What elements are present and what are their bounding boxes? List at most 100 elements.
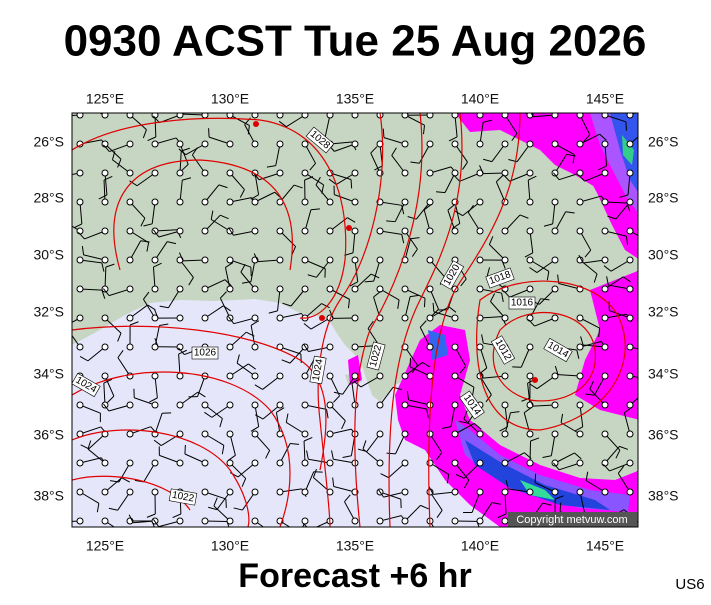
station	[177, 199, 183, 205]
station	[377, 373, 383, 379]
station	[327, 257, 333, 263]
station	[102, 228, 108, 234]
caption: Forecast +6 hr	[238, 557, 471, 595]
station	[127, 344, 133, 350]
station	[77, 286, 83, 292]
station	[627, 199, 633, 205]
barb-feather	[54, 108, 58, 116]
station	[77, 199, 83, 205]
station	[327, 344, 333, 350]
station	[427, 460, 433, 466]
station	[577, 460, 583, 466]
low-centre	[532, 377, 538, 383]
station	[527, 315, 533, 321]
lon-label: 130°E	[211, 91, 249, 107]
station	[327, 402, 333, 408]
station	[402, 286, 408, 292]
station	[227, 460, 233, 466]
station	[102, 373, 108, 379]
station	[502, 257, 508, 263]
station	[402, 141, 408, 147]
station	[377, 460, 383, 466]
station	[427, 257, 433, 263]
station	[102, 518, 108, 524]
station	[202, 431, 208, 437]
station	[127, 489, 133, 495]
station	[252, 402, 258, 408]
lat-label: 38°S	[33, 488, 64, 504]
station	[427, 199, 433, 205]
station	[627, 228, 633, 234]
station	[627, 489, 633, 495]
station	[302, 489, 308, 495]
station	[527, 141, 533, 147]
station	[227, 518, 233, 524]
lon-label: 135°E	[336, 91, 374, 107]
station	[352, 170, 358, 176]
lat-label: 30°S	[648, 247, 679, 263]
station	[377, 518, 383, 524]
station	[527, 286, 533, 292]
station	[552, 431, 558, 437]
station	[177, 373, 183, 379]
station	[352, 257, 358, 263]
station	[327, 373, 333, 379]
lon-label: 145°E	[586, 538, 624, 554]
station	[102, 489, 108, 495]
barb-feather	[651, 352, 652, 361]
station	[227, 170, 233, 176]
station	[252, 373, 258, 379]
station	[352, 315, 358, 321]
station	[177, 286, 183, 292]
lon-label: 130°E	[211, 538, 249, 554]
barb-feather	[271, 100, 279, 104]
station	[252, 489, 258, 495]
station	[202, 228, 208, 234]
station	[102, 315, 108, 321]
station	[77, 460, 83, 466]
station	[202, 489, 208, 495]
station	[402, 228, 408, 234]
station	[127, 199, 133, 205]
station	[602, 402, 608, 408]
lon-label: 145°E	[586, 91, 624, 107]
barb-feather	[535, 474, 536, 483]
station	[402, 199, 408, 205]
station	[602, 286, 608, 292]
station	[277, 315, 283, 321]
station	[377, 257, 383, 263]
station	[352, 373, 358, 379]
station	[527, 460, 533, 466]
station	[477, 199, 483, 205]
lat-label: 26°S	[33, 134, 64, 150]
station	[77, 518, 83, 524]
isobar-label-group: 1016	[509, 297, 535, 309]
station	[602, 315, 608, 321]
title: 0930 ACST Tue 25 Aug 2026	[64, 17, 647, 66]
station	[277, 170, 283, 176]
station	[227, 489, 233, 495]
barb-feather	[61, 211, 63, 220]
station	[427, 170, 433, 176]
station	[352, 286, 358, 292]
station	[277, 141, 283, 147]
station	[127, 257, 133, 263]
station	[602, 228, 608, 234]
station	[327, 228, 333, 234]
lon-label: 125°E	[86, 538, 124, 554]
station	[602, 460, 608, 466]
station	[152, 460, 158, 466]
isobar-label: 1026	[194, 348, 217, 359]
lat-label: 28°S	[33, 190, 64, 206]
station	[177, 431, 183, 437]
station	[202, 460, 208, 466]
station	[602, 431, 608, 437]
town	[346, 225, 352, 231]
barb-feather	[351, 179, 352, 188]
station	[527, 489, 533, 495]
station	[452, 518, 458, 524]
station	[527, 373, 533, 379]
station	[452, 228, 458, 234]
station	[102, 402, 108, 408]
